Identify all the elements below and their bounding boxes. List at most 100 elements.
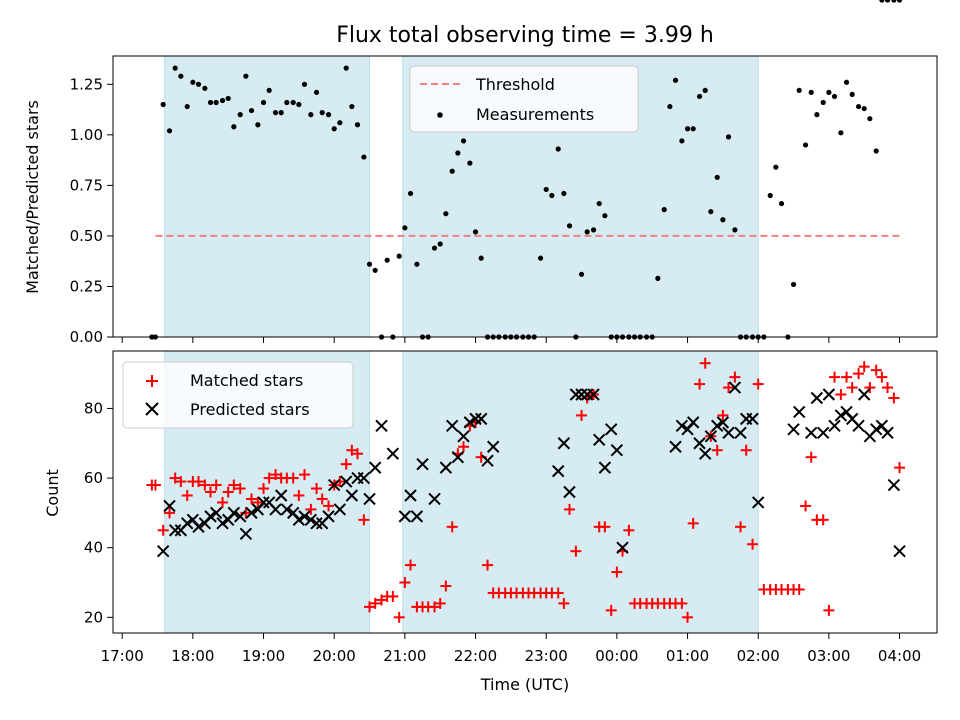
matched-star-point bbox=[311, 483, 323, 495]
measurement-point bbox=[708, 209, 714, 215]
measurement-point bbox=[343, 65, 349, 71]
measurement-point bbox=[319, 110, 325, 116]
matched-star-point bbox=[805, 451, 817, 463]
measurement-point bbox=[160, 101, 166, 108]
matched-star-point bbox=[164, 507, 176, 519]
matched-star-point bbox=[334, 476, 346, 488]
predicted-star-point bbox=[345, 489, 359, 502]
predicted-star-point bbox=[357, 471, 371, 485]
measurement-point bbox=[778, 200, 785, 207]
measurement-point bbox=[255, 122, 261, 128]
measurement-point bbox=[672, 77, 679, 83]
matched-star-point bbox=[323, 500, 335, 512]
x-axis-label: Time (UTC) bbox=[480, 675, 569, 694]
predicted-star-point bbox=[552, 464, 565, 478]
predicted-star-point bbox=[233, 510, 247, 523]
predicted-stars-points bbox=[156, 381, 906, 558]
matched-star-point bbox=[252, 496, 264, 508]
predicted-star-point bbox=[711, 419, 724, 433]
measurement-point bbox=[814, 112, 820, 118]
predicted-star-point bbox=[805, 426, 818, 440]
matched-star-point bbox=[687, 517, 699, 529]
measurement-point bbox=[260, 99, 267, 106]
matched-star-point bbox=[287, 472, 299, 484]
predicted-star-point bbox=[340, 475, 353, 488]
measurement-point bbox=[796, 87, 802, 93]
measurement-point bbox=[773, 164, 779, 170]
matched-star-point bbox=[823, 604, 835, 616]
top-y-tick-label: 0.50 bbox=[70, 227, 103, 245]
matched-star-point bbox=[870, 364, 882, 376]
predicted-star-point bbox=[893, 544, 906, 558]
x-tick-label: 02:00 bbox=[737, 647, 780, 665]
x-tick-label: 03:00 bbox=[807, 647, 850, 665]
matched-star-point bbox=[199, 479, 211, 491]
matched-star-point bbox=[358, 514, 370, 526]
matched-star-point bbox=[376, 594, 388, 606]
matched-star-point bbox=[193, 476, 205, 488]
matched-star-point bbox=[829, 371, 841, 383]
bottom-y-tick-label: 40 bbox=[84, 539, 103, 557]
measurement-point bbox=[661, 207, 667, 213]
predicted-star-point bbox=[852, 419, 865, 433]
measurement-point bbox=[190, 79, 196, 85]
measurement-point bbox=[213, 99, 219, 106]
matched-star-point bbox=[293, 489, 305, 501]
matched-star-point bbox=[735, 521, 747, 533]
predicted-star-point bbox=[669, 440, 682, 453]
matched-star-point bbox=[623, 524, 635, 536]
bottom-y-tick-label: 60 bbox=[84, 469, 103, 487]
measurement-point bbox=[831, 93, 838, 100]
matched-star-point bbox=[458, 441, 470, 453]
matched-star-point bbox=[440, 580, 452, 592]
predicted-star-point bbox=[386, 447, 400, 460]
measurement-point bbox=[820, 99, 826, 106]
measurement-point bbox=[861, 105, 867, 112]
measurement-point bbox=[202, 85, 208, 91]
measurement-point bbox=[354, 122, 361, 128]
measurement-point bbox=[248, 107, 255, 114]
predicted-star-point bbox=[239, 527, 253, 540]
predicted-star-point bbox=[605, 423, 618, 436]
measurement-point bbox=[896, 0, 903, 3]
predicted-star-point bbox=[469, 412, 482, 426]
predicted-star-point bbox=[245, 506, 258, 520]
predicted-star-point bbox=[486, 440, 500, 453]
count-panel: 20 40 60 80 17:00 18:00 19:00 20:00 21:00 22:00 2… bbox=[43, 350, 938, 694]
measurement-point bbox=[231, 124, 237, 130]
top-y-tick-label: 1.00 bbox=[70, 126, 103, 144]
predicted-star-point bbox=[163, 499, 176, 513]
top-y-tick-label: 0.00 bbox=[70, 328, 103, 346]
measurement-point bbox=[266, 87, 272, 93]
measurement-point bbox=[331, 126, 337, 132]
matched-star-point bbox=[740, 444, 752, 456]
predicted-star-point bbox=[698, 447, 712, 460]
matched-star-point bbox=[800, 500, 812, 512]
matched-star-point bbox=[882, 382, 894, 394]
bottom-y-tick-label: 80 bbox=[84, 399, 103, 417]
predicted-star-point bbox=[474, 412, 488, 426]
top-y-tick-label: 1.25 bbox=[70, 75, 103, 93]
measurement-point bbox=[714, 174, 720, 180]
predicted-star-point bbox=[592, 433, 606, 446]
predicted-star-point bbox=[817, 426, 830, 440]
predicted-star-point bbox=[675, 419, 689, 433]
measurement-point bbox=[802, 142, 809, 148]
measurement-point bbox=[725, 134, 732, 140]
matched-star-point bbox=[169, 472, 181, 484]
predicted-star-point bbox=[686, 416, 700, 429]
matched-star-point bbox=[405, 559, 417, 571]
predicted-star-point bbox=[610, 444, 624, 457]
matched-star-point bbox=[841, 371, 853, 383]
predicted-star-point bbox=[693, 437, 706, 450]
measurement-point bbox=[879, 0, 885, 3]
matched-star-point bbox=[240, 507, 252, 519]
predicted-legend-swatch bbox=[145, 402, 159, 416]
predicted-star-point bbox=[616, 541, 629, 554]
predicted-star-point bbox=[416, 457, 429, 471]
predicted-star-point bbox=[156, 544, 170, 558]
predicted-star-point bbox=[822, 388, 836, 401]
measurement-point bbox=[467, 160, 473, 166]
measurement-point bbox=[891, 0, 897, 3]
